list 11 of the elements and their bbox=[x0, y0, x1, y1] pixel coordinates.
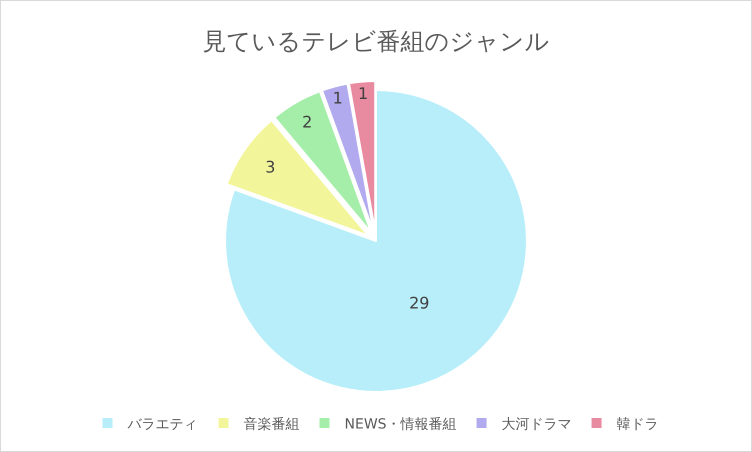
data-label: 2 bbox=[302, 112, 312, 132]
legend-label: バラエティ bbox=[126, 416, 198, 432]
legend-label: 音楽番組 bbox=[244, 416, 300, 432]
legend-label: 大河ドラマ bbox=[502, 416, 572, 432]
legend-label: 韓ドラ bbox=[616, 416, 659, 432]
data-label: 1 bbox=[332, 88, 343, 108]
data-label: 1 bbox=[358, 84, 368, 104]
data-label: 29 bbox=[409, 293, 430, 312]
data-label: 3 bbox=[265, 158, 276, 177]
legend-label: NEWS・情報番組 bbox=[344, 416, 457, 432]
chart-title: 見ているテレビ番組のジャンル bbox=[202, 27, 550, 56]
